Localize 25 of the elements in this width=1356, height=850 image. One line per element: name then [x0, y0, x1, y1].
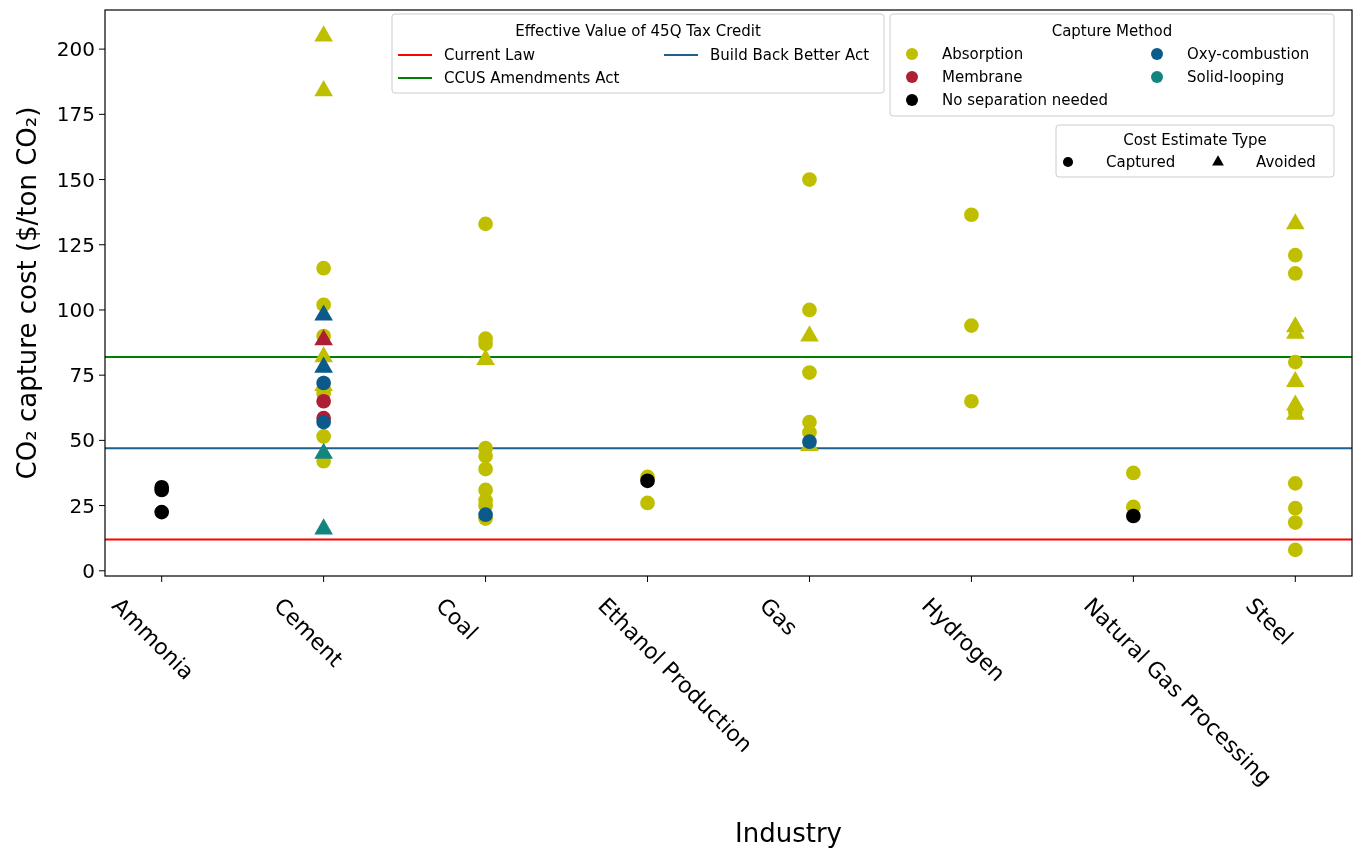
y-tick-label: 50: [69, 428, 95, 453]
legend-label: Membrane: [942, 68, 1023, 87]
legend-label: Absorption: [942, 45, 1024, 64]
legend-label: No separation needed: [942, 91, 1109, 110]
y-tick-label: 75: [69, 363, 95, 388]
y-tick-label: 25: [69, 493, 95, 518]
legend-label: Current Law: [444, 46, 535, 65]
legend-label: CCUS Amendments Act: [444, 69, 620, 88]
text: Capture Method: [1051, 22, 1173, 40]
x-axis-title: Industry: [735, 818, 842, 848]
annotation: Captured: [1106, 153, 1176, 172]
text: Cost Estimate Type: [1123, 131, 1267, 149]
legend-label: Oxy-combustion: [1187, 45, 1310, 64]
y-tick-label: 0: [82, 558, 95, 583]
y-tick-label: 100: [56, 297, 95, 322]
y-tick-label: 150: [56, 167, 95, 192]
y-axis-title: CO₂ capture cost ($/ton CO₂): [12, 106, 42, 480]
y-tick-label: 125: [56, 232, 95, 257]
x-tick-label: Gas: [755, 592, 803, 641]
text: Effective Value of 45Q Tax Credit: [515, 22, 761, 40]
y-tick-label: 200: [56, 37, 95, 62]
annotation: Avoided: [1256, 153, 1316, 172]
legend-label: Solid-looping: [1187, 68, 1285, 87]
y-tick-label: 175: [56, 102, 95, 127]
legend-label: Build Back Better Act: [710, 46, 870, 65]
